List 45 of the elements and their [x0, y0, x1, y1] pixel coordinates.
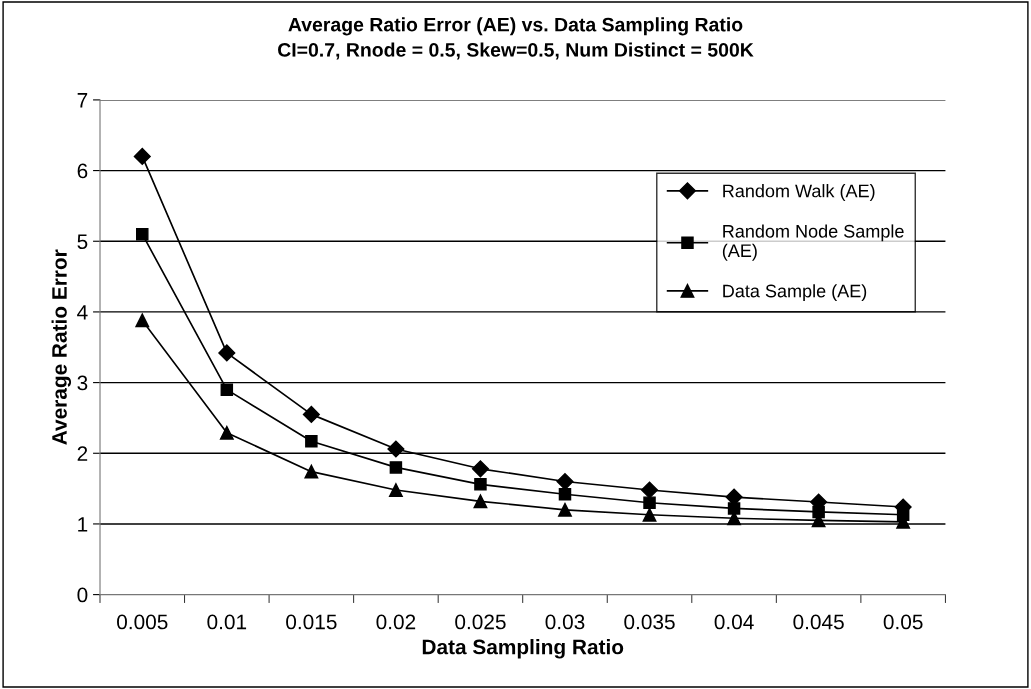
legend-label: Random Node Sample (AE): [722, 224, 904, 261]
y-tick-label: 1: [78, 517, 88, 532]
point: [218, 344, 236, 362]
x-tick-label: 0.045: [793, 614, 844, 630]
x-tick-label: 0.03: [545, 614, 585, 630]
chart-title: Average Ratio Error (AE) vs. Data Sampling Ratio CI=0.7, Rnode = 0.5, Skew=0.5, Num Distinct = 500K: [278, 17, 754, 60]
point: [640, 481, 659, 499]
y-tick-label: 4: [77, 305, 88, 320]
point: [388, 483, 403, 497]
x-tick-label: 0.015: [286, 614, 337, 630]
x-axis-title: Data Sampling Ratio: [422, 639, 624, 659]
legend-label: Random Walk (AE): [723, 184, 875, 201]
point: [471, 460, 489, 478]
point: [305, 434, 318, 448]
x-tick-label: 0.025: [455, 614, 506, 630]
x-tick-label: 0.005: [117, 614, 168, 630]
x-tick-label: 0.02: [376, 614, 416, 630]
point: [387, 440, 405, 458]
x-tick-label: 0.01: [207, 614, 247, 630]
legend-label: Data Sample (AE): [723, 284, 867, 301]
y-tick-label: 0: [77, 587, 88, 603]
point: [642, 507, 657, 522]
point: [558, 488, 572, 501]
point: [304, 464, 319, 479]
point: [302, 405, 320, 423]
y-tick-label: 7: [77, 93, 88, 108]
point: [389, 461, 403, 474]
y-tick-label: 6: [77, 163, 88, 179]
point: [219, 425, 234, 440]
x-tick-label: 0.035: [624, 614, 675, 630]
y-tick-label: 2: [77, 446, 88, 461]
point: [473, 494, 488, 509]
point: [643, 496, 656, 509]
point: [558, 502, 572, 517]
point: [136, 227, 149, 241]
point: [135, 313, 150, 328]
y-tick-label: 5: [77, 234, 88, 249]
y-tick-label: 3: [77, 375, 88, 391]
y-axis-title: Average Ratio Error: [51, 249, 72, 445]
point: [727, 502, 741, 515]
x-tick-label: 0.04: [714, 614, 754, 630]
x-tick-label: 0.05: [883, 614, 923, 630]
point: [220, 383, 234, 396]
point: [133, 147, 151, 165]
point: [474, 478, 487, 491]
